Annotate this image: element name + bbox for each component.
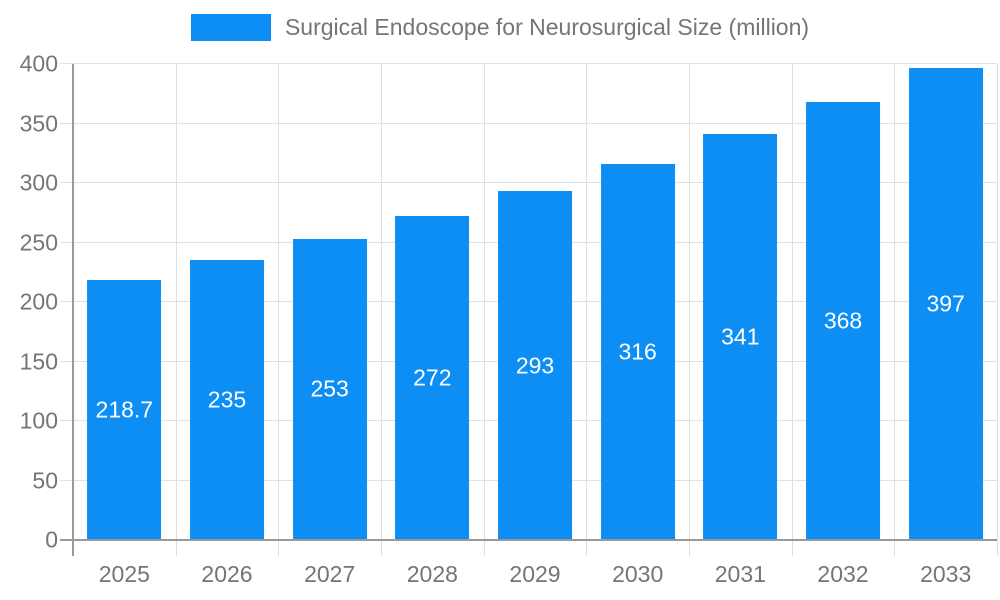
v-gridline [483, 64, 485, 540]
y-tick [60, 479, 73, 481]
v-gridline [586, 64, 588, 540]
bar-value-label: 397 [926, 290, 965, 317]
v-gridline [278, 64, 280, 540]
x-tick-label: 2030 [612, 561, 664, 587]
x-axis-line [60, 539, 997, 541]
x-tick [894, 540, 896, 556]
x-tick-label: 2032 [817, 561, 869, 587]
h-gridline [73, 182, 997, 183]
x-tick [483, 540, 485, 556]
y-tick-label: 350 [19, 110, 58, 136]
y-tick [60, 301, 73, 302]
v-gridline [688, 64, 690, 540]
x-tick [688, 540, 690, 556]
v-gridline [997, 64, 998, 540]
plot-area: 218.7 235 253 272 293 316 341 368 397 [60, 63, 998, 556]
v-gridline [380, 64, 382, 540]
v-gridline [791, 64, 793, 540]
bar-value-label: 218.7 [95, 396, 154, 423]
x-tick-label: 2025 [98, 561, 150, 587]
y-tick [60, 420, 73, 421]
x-tick-label: 2031 [714, 561, 766, 587]
bar-value-label: 293 [515, 352, 555, 379]
x-tick-label: 2028 [406, 561, 458, 587]
x-tick [997, 540, 998, 556]
y-tick-label: 400 [19, 50, 58, 77]
x-tick-label: 2033 [920, 561, 972, 587]
legend-label: Surgical Endoscope for Neurosurgical Siz… [284, 14, 810, 40]
h-gridline [73, 63, 997, 64]
y-tick [60, 360, 73, 362]
chart-legend[interactable]: Surgical Endoscope for Neurosurgical Siz… [0, 14, 1000, 41]
y-tick-label: 0 [45, 526, 58, 553]
bar-value-label: 235 [207, 386, 247, 413]
y-tick [60, 63, 73, 64]
y-axis-line [72, 64, 74, 556]
y-tick-label: 100 [19, 407, 58, 434]
y-axis-labels: 0 50 100 150 200 250 300 350 400 [0, 52, 58, 551]
x-tick [175, 540, 177, 556]
x-tick-label: 2027 [304, 561, 356, 587]
x-tick [380, 540, 382, 556]
y-tick [60, 241, 73, 243]
bar-value-label: 368 [823, 307, 863, 334]
v-gridline [894, 64, 896, 540]
bar-2029: 293 [498, 191, 572, 540]
y-tick [60, 182, 73, 183]
x-tick [586, 540, 588, 556]
bar-2030: 316 [600, 163, 675, 540]
bar-2031: 341 [703, 134, 778, 540]
v-gridline [175, 64, 177, 540]
bar-value-label: 253 [310, 375, 349, 402]
y-tick-label: 250 [19, 229, 58, 255]
legend-swatch [190, 14, 271, 41]
y-tick-label: 50 [32, 467, 58, 493]
x-tick-label: 2029 [509, 561, 561, 587]
bar-2025: 218.7 [87, 279, 162, 540]
x-tick [791, 540, 793, 556]
h-gridline [73, 122, 997, 124]
x-tick-label: 2026 [201, 561, 253, 587]
bar-2033: 397 [908, 67, 983, 540]
x-tick [278, 540, 280, 556]
bar-2026: 235 [190, 260, 264, 540]
y-tick-label: 300 [19, 169, 58, 196]
y-tick [60, 122, 73, 124]
bar-2028: 272 [395, 216, 470, 540]
y-tick-label: 200 [19, 288, 58, 315]
bar-value-label: 316 [618, 338, 657, 365]
bar-2032: 368 [806, 102, 880, 540]
bar-value-label: 272 [413, 364, 452, 391]
x-axis-labels: 2025 2026 2027 2028 2029 2030 2031 2032 2033 [73, 561, 997, 591]
bar-2027: 253 [292, 238, 367, 540]
bar-value-label: 341 [721, 323, 760, 350]
y-tick-label: 150 [19, 348, 58, 374]
